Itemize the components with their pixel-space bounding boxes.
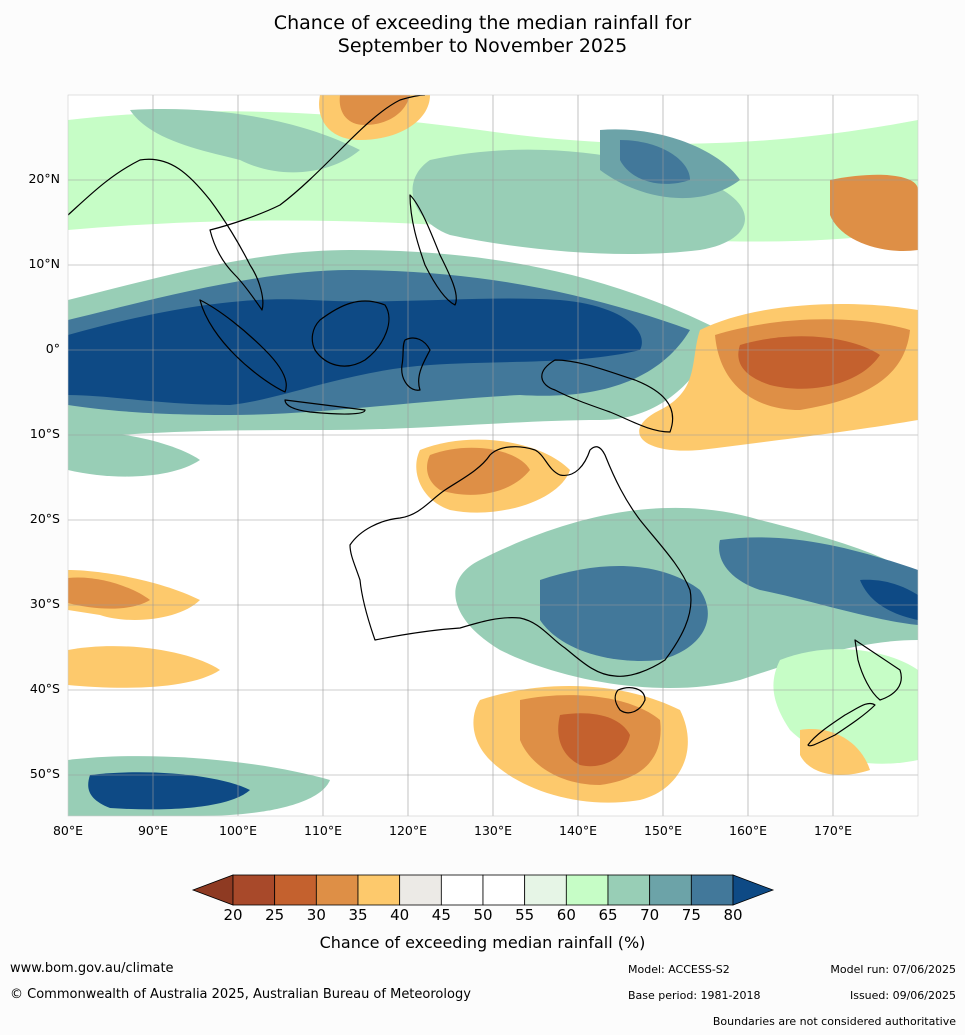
borneo-coast	[311, 300, 390, 367]
lat-label-10s: 10°S	[29, 426, 60, 441]
lon-label-150e: 150°E	[643, 823, 683, 838]
band-35-west2	[68, 646, 220, 688]
band-80-tasman-core	[860, 579, 918, 620]
colorbar-segment	[440, 874, 484, 906]
new-guinea-coast	[541, 359, 674, 433]
lat-label-20s: 20°S	[29, 511, 60, 526]
colorbar-segment	[232, 874, 276, 906]
lon-label-100e: 100°E	[218, 823, 258, 838]
lat-label-10n: 10°N	[28, 256, 60, 271]
colorbar-tick-label: 70	[640, 906, 660, 924]
band-30-china	[339, 95, 410, 125]
band-25-pacific	[738, 336, 880, 389]
band-70-indian	[68, 430, 200, 477]
nz-south-coast	[807, 702, 876, 747]
model-run-text: Model run: 07/06/2025	[830, 963, 956, 976]
colorbar-segment	[690, 874, 734, 906]
colorbar-segment	[357, 874, 401, 906]
band-30-naus	[427, 447, 530, 495]
disclaimer-text: Boundaries are not considered authoritat…	[712, 1015, 956, 1028]
band-25-south	[558, 713, 630, 767]
lon-label-160e: 160°E	[728, 823, 768, 838]
nz-north-coast	[854, 639, 902, 701]
colorbar-segment	[607, 874, 651, 906]
copyright-text: © Commonwealth of Australia 2025, Austra…	[10, 987, 471, 1002]
tasmania-coast	[614, 687, 646, 714]
band-80-pacific	[620, 140, 690, 184]
asia-coast	[68, 95, 426, 311]
colorbar-tick-label: 40	[390, 906, 410, 924]
band-75-aus	[540, 566, 708, 661]
band-30-ne	[830, 174, 918, 251]
website-link[interactable]: www.bom.gov.au/climate	[10, 961, 174, 976]
band-70-north	[130, 109, 360, 173]
lat-label-40s: 40°S	[29, 681, 60, 696]
band-80-tasman	[719, 537, 918, 625]
sulawesi-coast	[401, 337, 431, 391]
colorbar-tick-label: 35	[348, 906, 368, 924]
lat-label-50s: 50°S	[29, 766, 60, 781]
probability-shading	[68, 95, 918, 816]
lat-label-30s: 30°S	[29, 596, 60, 611]
colorbar-segment	[482, 874, 526, 906]
colorbar-tick-label: 55	[515, 906, 535, 924]
map-title-line-1: Chance of exceeding the median rainfall …	[273, 12, 692, 34]
lon-label-120e: 120°E	[388, 823, 428, 838]
colorbar-over-arrow	[732, 874, 775, 906]
graticule	[68, 95, 918, 816]
lat-label-0: 0°	[45, 341, 60, 356]
issued-text: Issued: 09/06/2025	[849, 989, 956, 1002]
colorbar-tick-label: 20	[223, 906, 243, 924]
sumatra-coast	[199, 299, 287, 393]
coastlines	[68, 95, 902, 747]
colorbar-tick-label: 65	[598, 906, 618, 924]
colorbar-segment	[649, 874, 692, 906]
band-80-southwest	[88, 772, 251, 810]
lon-label-110e: 110°E	[303, 823, 343, 838]
band-35-nz	[800, 729, 870, 775]
colorbar-tick-label: 50	[473, 906, 493, 924]
rainfall-map	[67, 94, 919, 817]
colorbar-segment	[274, 874, 317, 906]
colorbar-tick-label: 45	[431, 906, 451, 924]
colorbar-tick-label: 30	[306, 906, 326, 924]
australia-coast	[349, 446, 692, 677]
colorbar-tick-label: 60	[556, 906, 576, 924]
model-text: Model: ACCESS-S2	[628, 963, 730, 976]
lon-label-130e: 130°E	[473, 823, 513, 838]
map-title-line-2: September to November 2025	[337, 35, 628, 57]
colorbar-tick-label: 25	[265, 906, 285, 924]
base-period-text: Base period: 1981-2018	[628, 989, 761, 1002]
lat-label-20n: 20°N	[28, 171, 60, 186]
colorbar-segment	[399, 874, 442, 906]
lon-label-90e: 90°E	[137, 823, 169, 838]
colorbar-segment	[565, 874, 609, 906]
colorbar-under-arrow	[191, 874, 234, 906]
colorbar-segment	[315, 874, 359, 906]
colorbar-segment	[524, 874, 567, 906]
lon-label-140e: 140°E	[558, 823, 598, 838]
colorbar-title: Chance of exceeding median rainfall (%)	[319, 933, 646, 952]
lon-label-80e: 80°E	[52, 823, 84, 838]
colorbar-tick-label: 80	[723, 906, 743, 924]
band-30-west	[68, 577, 150, 609]
java-coast	[284, 399, 366, 415]
philippines-coast	[409, 194, 457, 306]
colorbar-tick-label: 75	[681, 906, 701, 924]
lon-label-170e: 170°E	[813, 823, 853, 838]
